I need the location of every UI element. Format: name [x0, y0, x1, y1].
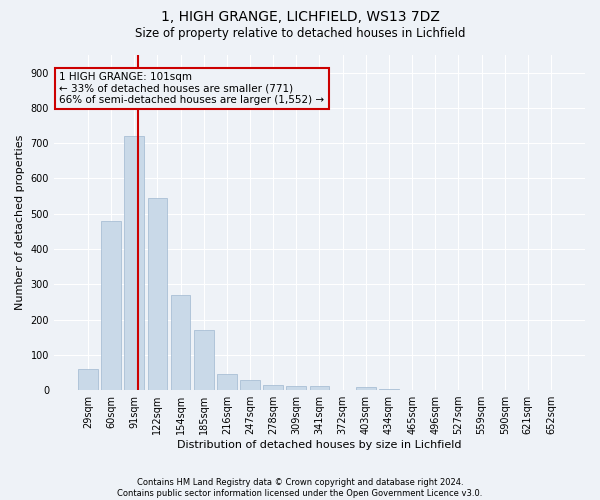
Text: Contains HM Land Registry data © Crown copyright and database right 2024.
Contai: Contains HM Land Registry data © Crown c…: [118, 478, 482, 498]
Bar: [240, 380, 260, 390]
Text: 1, HIGH GRANGE, LICHFIELD, WS13 7DZ: 1, HIGH GRANGE, LICHFIELD, WS13 7DZ: [161, 10, 439, 24]
X-axis label: Distribution of detached houses by size in Lichfield: Distribution of detached houses by size …: [177, 440, 462, 450]
Text: Size of property relative to detached houses in Lichfield: Size of property relative to detached ho…: [135, 28, 465, 40]
Bar: [148, 198, 167, 390]
Bar: [356, 388, 376, 390]
Bar: [194, 330, 214, 390]
Bar: [170, 295, 190, 390]
Y-axis label: Number of detached properties: Number of detached properties: [15, 135, 25, 310]
Bar: [263, 385, 283, 390]
Bar: [379, 389, 399, 390]
Bar: [310, 386, 329, 390]
Bar: [101, 221, 121, 390]
Bar: [217, 374, 236, 390]
Bar: [78, 369, 98, 390]
Bar: [124, 136, 144, 390]
Text: 1 HIGH GRANGE: 101sqm
← 33% of detached houses are smaller (771)
66% of semi-det: 1 HIGH GRANGE: 101sqm ← 33% of detached …: [59, 72, 325, 105]
Bar: [286, 386, 306, 390]
